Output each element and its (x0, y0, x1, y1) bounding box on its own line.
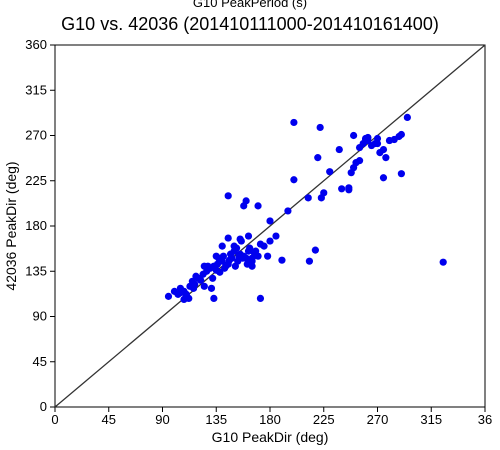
data-point (379, 174, 388, 182)
data-point (209, 274, 217, 282)
x-tick-label: 90 (155, 412, 169, 427)
data-point (254, 252, 262, 260)
data-point (240, 202, 248, 210)
y-axis-title: 42036 PeakDir (deg) (3, 161, 19, 290)
plot-layer: 0 45 90 135 180 225 270 315 36045901351802252703… (25, 37, 492, 427)
y-tick-label: 0 (40, 399, 47, 414)
data-point (278, 256, 286, 264)
data-point (266, 237, 274, 245)
data-point (350, 131, 358, 140)
data-point (373, 134, 382, 143)
data-point (180, 287, 188, 295)
data-point (439, 258, 447, 266)
data-point (397, 130, 405, 139)
x-tick-label: 270 (367, 412, 389, 427)
data-point (345, 184, 353, 192)
data-point (266, 217, 274, 225)
y-tick-label: 315 (25, 82, 47, 97)
x-tick-label: 135 (205, 412, 227, 427)
y-tick-label: 45 (33, 354, 47, 369)
data-point (218, 242, 226, 250)
data-point (216, 268, 224, 276)
x-tick-label: 180 (259, 412, 281, 427)
data-point (326, 168, 334, 176)
top-cropped-title: G10 PeakPeriod (s) (193, 0, 307, 10)
data-point (164, 292, 173, 300)
data-point (379, 145, 388, 154)
data-point (192, 272, 200, 280)
data-point (224, 192, 232, 200)
data-point (219, 252, 228, 260)
data-point (382, 154, 390, 162)
y-tick-label: 270 (25, 128, 47, 143)
x-tick-label: 45 (102, 412, 116, 427)
data-point (317, 194, 325, 202)
data-point (230, 242, 238, 250)
data-point (335, 145, 343, 154)
data-point (284, 207, 292, 215)
data-point (200, 282, 208, 290)
data-point (272, 232, 280, 240)
data-point (246, 244, 254, 252)
data-point (254, 202, 262, 210)
data-point (311, 246, 319, 254)
data-point (355, 143, 364, 152)
data-point (338, 185, 346, 193)
data-point (403, 113, 411, 121)
y-tick-label: 90 (33, 309, 47, 324)
data-point (260, 242, 268, 250)
data-point (207, 284, 216, 292)
data-point (244, 232, 253, 240)
data-point (373, 139, 382, 148)
data-point (314, 154, 322, 162)
data-point (197, 276, 205, 284)
data-point (290, 176, 298, 184)
data-point (248, 262, 256, 270)
data-point (210, 294, 218, 302)
x-tick-label: 315 (420, 412, 442, 427)
data-point (355, 157, 364, 165)
y-tick-label: 135 (25, 263, 47, 278)
y-tick-label: 225 (25, 173, 47, 188)
x-tick-label: 225 (313, 412, 335, 427)
data-point (397, 170, 405, 178)
data-point (305, 257, 314, 265)
x-tick-label: 36 (478, 412, 492, 427)
chart-title: G10 vs. 42036 (201410111000-201410161400… (61, 14, 439, 34)
data-point (248, 257, 256, 265)
y-tick-label: 360 (25, 37, 47, 52)
y-tick-label: 180 (25, 218, 47, 233)
x-tick-label: 0 (51, 412, 58, 427)
identity-line (54, 44, 486, 408)
data-point (264, 252, 272, 260)
data-point (361, 134, 370, 143)
data-point (212, 252, 220, 260)
data-point (290, 118, 298, 127)
data-point (304, 194, 312, 202)
data-point (224, 234, 232, 242)
data-point (191, 280, 199, 288)
data-point (256, 294, 265, 302)
data-point (316, 123, 324, 132)
data-point (228, 254, 236, 262)
data-point (236, 235, 244, 243)
data-point (200, 262, 208, 270)
x-axis-title: G10 PeakDir (deg) (212, 429, 329, 445)
